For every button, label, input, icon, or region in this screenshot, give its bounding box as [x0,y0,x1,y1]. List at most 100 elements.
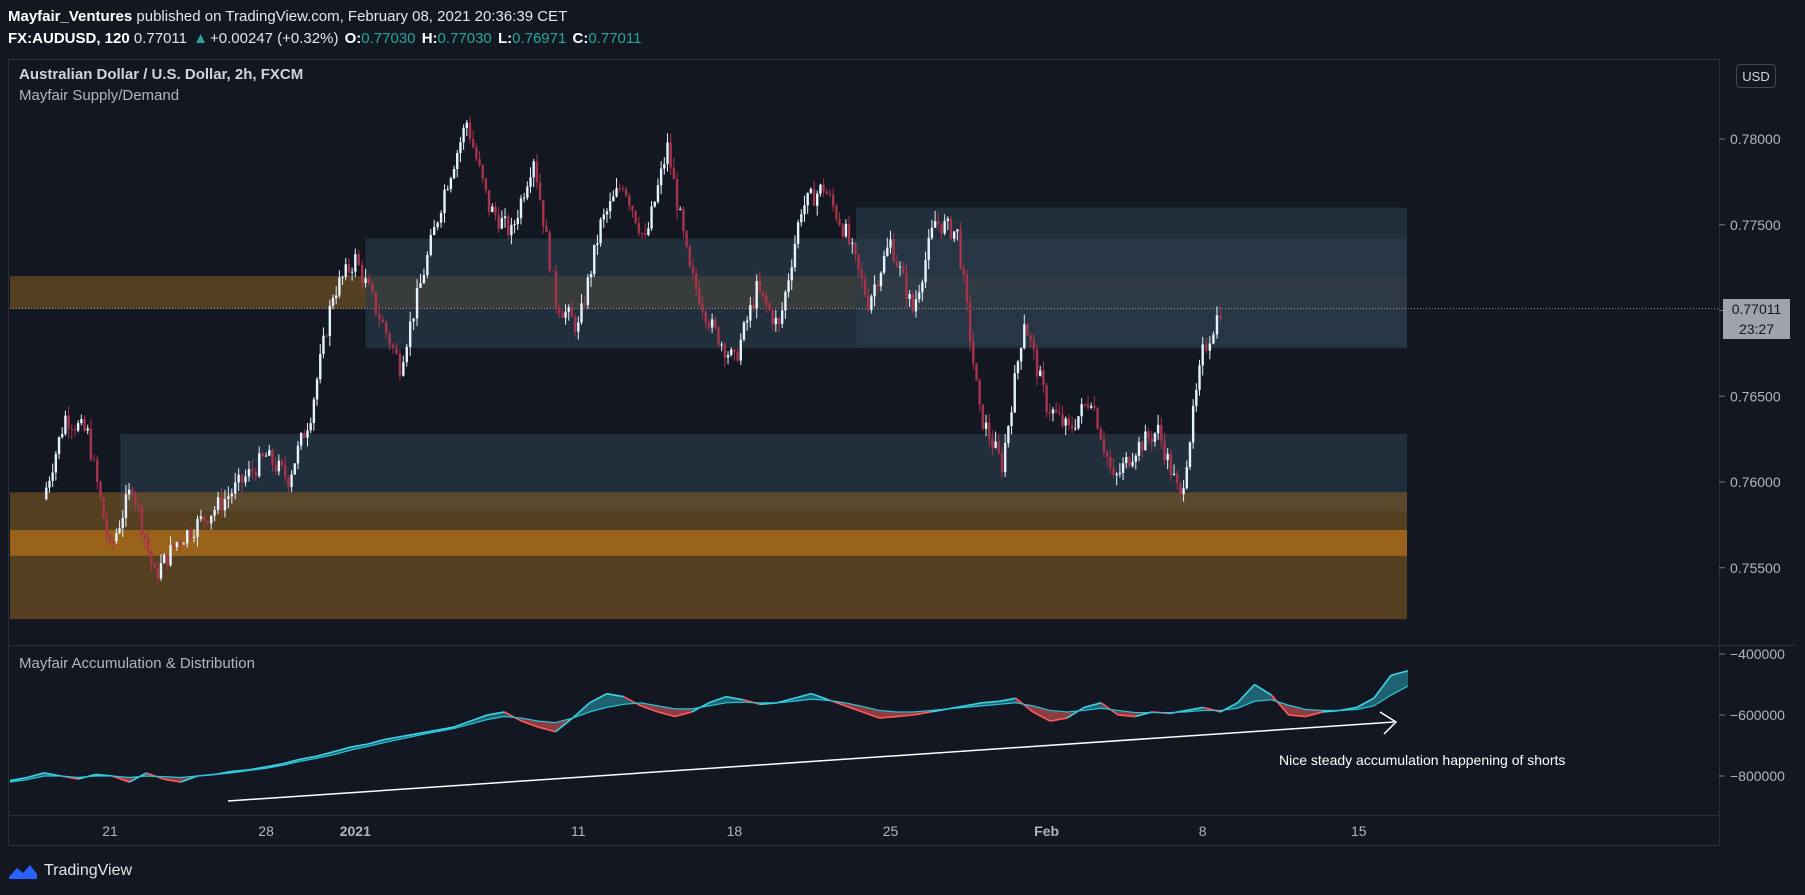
candle-down [542,199,545,227]
author-name[interactable]: Mayfair_Ventures [8,8,133,25]
candle-up [415,287,419,319]
candle-up [806,192,809,206]
accumulation-line-segment [1356,697,1375,709]
candle-up [1215,315,1219,335]
candle-up [213,509,216,516]
candle-down [895,261,899,267]
candle-up [1153,433,1157,442]
candle-down [1109,457,1112,468]
candle-up [115,532,118,542]
candle-down [675,179,679,210]
candle-down [557,307,561,314]
pane-separator[interactable] [8,645,1796,646]
supply-zone-core [10,530,1407,556]
candle-down [92,459,96,461]
candle-up [1090,406,1093,408]
candle-up [118,528,121,533]
accumulation-line-segment [521,720,539,728]
candle-down [863,278,867,296]
candle-down [156,568,159,579]
candle-up [927,237,930,260]
accumulation-line-segment [555,717,574,733]
candle-down [640,233,644,235]
candle-down [111,541,115,543]
high-label: H: [421,30,438,47]
candle-up [210,515,213,524]
accumulation-line-segment [316,750,335,757]
low-value: 0.76971 [512,30,567,47]
candle-down [551,270,555,272]
accumulation-line-segment [1271,694,1290,716]
candle-down [698,289,701,305]
time-tick-label: 2021 [340,823,371,839]
candle-up [663,164,666,169]
candle-up [984,422,988,429]
candle-up [277,460,281,472]
candle-down [1035,349,1039,377]
candle-up [755,281,758,309]
candle-up [296,445,300,464]
candle-down [497,215,500,229]
accumulation-line-segment [1083,702,1102,709]
candle-down [634,210,637,223]
candle-down [1026,324,1029,336]
candle-up [443,189,446,214]
distribution-fill [862,706,880,719]
candle-up [730,349,733,356]
accumulation-line-segment [640,705,659,713]
price-axis-separator [1719,59,1720,846]
candle-up [519,198,523,219]
candle-down [487,190,491,213]
indicator-title-supply-demand[interactable]: Mayfair Supply/Demand [19,87,180,104]
candle-up [309,423,312,431]
accumulation-line-segment [9,776,28,782]
candle-down [968,302,972,342]
candle-down [240,474,244,483]
candle-down [768,304,771,311]
candle-up [529,177,532,187]
price-tick-label: 0.77500 [1730,217,1781,233]
accumulation-line-segment [163,778,181,783]
candle-up [615,188,618,197]
symbol-title[interactable]: Australian Dollar / U.S. Dollar, 2h, FXC… [19,66,304,83]
ohlc-line: FX:AUDUSD, 120 0.77011 ▲ +0.00247 (+0.32%… [8,28,643,50]
candle-down [1093,406,1096,409]
indicator-title-accumulation[interactable]: Mayfair Accumulation & Distribution [19,655,255,672]
candle-down [628,195,631,206]
candle-down [733,349,736,353]
candle-up [596,243,599,245]
candle-up [408,321,412,347]
accumulation-line-segment [128,772,147,783]
candle-down [688,246,691,267]
candle-up [312,399,316,424]
candle-down [1070,425,1074,429]
candle-down [1160,424,1163,441]
candle-down [150,551,153,564]
candle-down [978,380,981,405]
candle-up [433,227,436,236]
accumulation-line-segment [572,702,591,719]
candle-up [449,178,453,190]
candle-down [685,231,688,247]
candle-up [844,223,848,237]
candle-down [384,322,388,334]
candle-down [1099,428,1102,440]
candle-up [513,224,516,226]
candle-down [1000,452,1004,473]
candle-up [532,161,535,178]
candle-up [322,335,325,354]
candle-down [831,194,835,206]
candle-up [653,201,656,207]
candle-down [771,310,774,325]
currency-button[interactable]: USD [1736,64,1776,88]
candle-up [412,318,415,322]
accumulation-line-segment [1305,711,1323,718]
candle-up [419,283,422,288]
candle-down [137,504,140,507]
candle-up [234,482,237,494]
candle-down [83,419,86,431]
candle-down [1058,412,1061,414]
footer-brand[interactable]: TradingView [8,860,132,882]
accumulation-line-segment [794,692,812,699]
